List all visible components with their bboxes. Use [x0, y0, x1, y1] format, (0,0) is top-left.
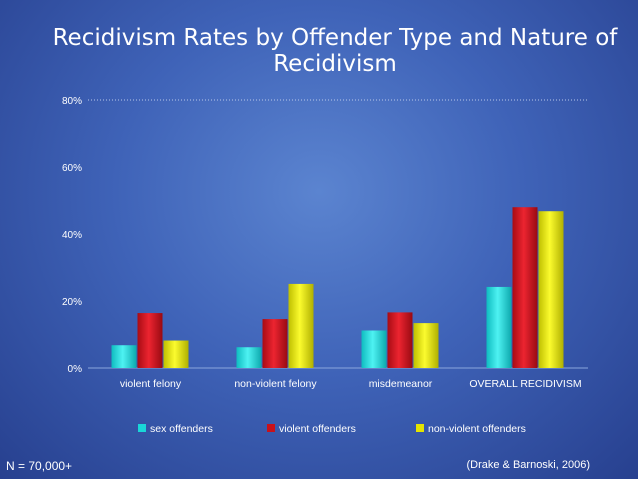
bar-sex-offenders [236, 347, 262, 368]
x-category-label: non-violent felony [234, 378, 317, 390]
bar-sex-offenders [361, 330, 387, 368]
y-tick-label: 20% [62, 297, 82, 308]
legend-label: sex offenders [150, 423, 213, 435]
legend-swatch [267, 424, 275, 432]
legend-swatch [416, 424, 424, 432]
y-tick-label: 60% [62, 163, 82, 174]
bar-sex-offenders [486, 286, 512, 368]
x-category-label: misdemeanor [369, 378, 433, 390]
legend-label: violent offenders [279, 423, 356, 435]
legend-label: non-violent offenders [428, 423, 526, 435]
sample-size-note: N = 70,000+ [6, 459, 73, 473]
bar-violent-offenders [387, 312, 413, 368]
bar-non-violent-offenders [163, 340, 189, 368]
bar-violent-offenders [512, 207, 538, 368]
bar-violent-offenders [262, 319, 288, 368]
bar-non-violent-offenders [288, 283, 314, 368]
y-tick-label: 40% [62, 230, 82, 241]
legend-swatch [138, 424, 146, 432]
bar-non-violent-offenders [538, 211, 564, 368]
y-tick-label: 0% [68, 364, 83, 375]
bar-violent-offenders [137, 313, 163, 368]
x-category-label: OVERALL RECIDIVISM [469, 378, 581, 390]
chart-title: Recidivism Rates by Offender Type and Na… [52, 25, 618, 77]
bar-non-violent-offenders [413, 323, 439, 368]
citation-note: (Drake & Barnoski, 2006) [466, 459, 591, 471]
x-category-label: violent felony [120, 378, 182, 390]
y-tick-label: 80% [62, 96, 82, 107]
bar-sex-offenders [111, 345, 137, 368]
